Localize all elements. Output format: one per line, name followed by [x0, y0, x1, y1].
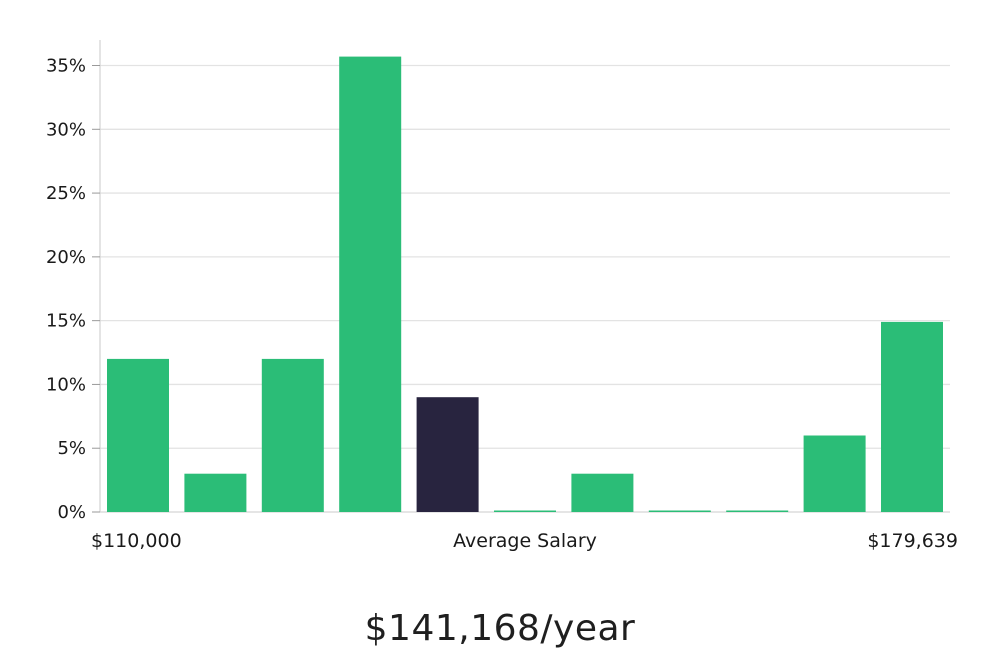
y-tick-label: 5%: [57, 438, 86, 459]
bars: [107, 56, 943, 512]
bar: [339, 56, 402, 512]
bar: [107, 358, 169, 512]
bar-average-salary: [416, 397, 479, 512]
y-tick-label: 20%: [46, 247, 86, 268]
x-max-label: $179,639: [867, 530, 958, 552]
bar: [648, 510, 711, 512]
bar: [571, 473, 634, 512]
bar: [726, 510, 789, 512]
salary-distribution-chart: 0% 5% 10% 15% 20% 25% 30% 35% $110,000 Average …: [46, 40, 958, 552]
y-tick-label: 10%: [46, 374, 86, 395]
grid-lines: [100, 64, 950, 449]
bar: [803, 435, 866, 512]
average-salary-value: $141,168/year: [364, 608, 636, 649]
y-tick-label: 0%: [57, 502, 86, 523]
bar: [881, 321, 943, 512]
x-axis-label: Average Salary: [453, 530, 597, 552]
bar: [261, 358, 324, 512]
bar: [494, 510, 556, 512]
x-min-label: $110,000: [91, 530, 182, 552]
y-tick-label: 15%: [46, 311, 86, 332]
y-tick-label: 30%: [46, 119, 86, 140]
y-axis-ticks: 0% 5% 10% 15% 20% 25% 30% 35%: [46, 56, 100, 523]
y-tick-label: 35%: [46, 56, 86, 77]
bar: [184, 473, 247, 512]
y-tick-label: 25%: [46, 183, 86, 204]
